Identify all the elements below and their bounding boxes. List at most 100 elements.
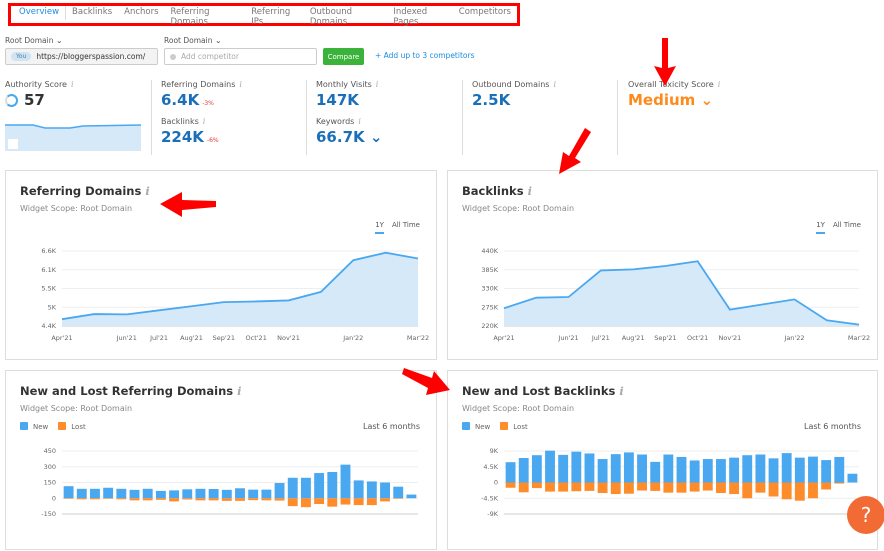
competitor-input[interactable]: Add competitor xyxy=(164,48,317,65)
score-ring-icon xyxy=(5,94,18,107)
divider xyxy=(617,80,618,155)
area-fill xyxy=(504,261,859,326)
root-domain-dropdown[interactable]: Root Domain xyxy=(5,36,62,45)
new-bar xyxy=(782,453,792,482)
tab-referring-ips[interactable]: Referring IPs xyxy=(245,6,304,20)
lost-bar xyxy=(637,483,647,491)
lost-bar xyxy=(795,483,805,501)
info-icon[interactable]: i xyxy=(203,117,206,126)
y-tick-label: 6.6K xyxy=(41,247,56,255)
metric-label: Monthly Visits xyxy=(316,80,372,89)
info-icon[interactable]: i xyxy=(376,80,379,89)
help-button[interactable]: ? xyxy=(847,496,884,534)
info-icon[interactable]: i xyxy=(239,80,242,89)
lost-bar xyxy=(103,498,113,499)
metric-change: -3% xyxy=(202,100,214,107)
lost-bar xyxy=(598,483,608,494)
you-badge: You xyxy=(11,52,31,61)
metric-value[interactable]: 66.7K xyxy=(316,128,365,146)
x-tick-label: Mar'22 xyxy=(848,334,870,342)
metric-value[interactable]: 147K xyxy=(316,91,359,109)
x-tick-label: Jan'22 xyxy=(783,334,804,342)
info-icon[interactable]: i xyxy=(553,80,556,89)
tab-indexed-pages[interactable]: Indexed Pages xyxy=(387,6,452,20)
lost-bar xyxy=(156,498,166,500)
new-bar xyxy=(380,483,390,499)
metric-value[interactable]: 224K xyxy=(161,128,204,146)
tab-anchors[interactable]: Anchors xyxy=(118,6,164,20)
zoom-icon[interactable] xyxy=(8,139,18,149)
tab-outbound-domains[interactable]: Outbound Domains xyxy=(304,6,388,20)
new-bar xyxy=(314,473,324,498)
y-tick-label: 300 xyxy=(44,463,56,471)
domain-input[interactable]: You https://bloggerspassion.com/ xyxy=(5,48,158,65)
chevron-down-icon[interactable]: ⌄ xyxy=(365,128,383,146)
tab-referring-domains[interactable]: Referring Domains xyxy=(165,6,246,20)
y-tick-label: 330K xyxy=(481,285,498,293)
add-competitors-link[interactable]: + Add up to 3 competitors xyxy=(375,51,474,60)
metric-value[interactable]: Medium xyxy=(628,91,695,109)
info-icon[interactable]: i xyxy=(71,80,74,89)
circle-icon xyxy=(170,54,176,60)
new-bar xyxy=(755,455,765,483)
chevron-down-icon[interactable]: ⌄ xyxy=(695,91,713,109)
new-bar xyxy=(182,489,192,498)
x-tick-label: Mar'22 xyxy=(407,334,429,342)
metric-value[interactable]: 6.4K xyxy=(161,91,199,109)
y-tick-label: 0 xyxy=(494,479,498,487)
new-bar xyxy=(222,490,232,498)
y-tick-label: -150 xyxy=(41,510,56,518)
annotation-arrow-icon xyxy=(650,38,680,88)
new-bar xyxy=(156,491,166,498)
info-icon[interactable]: i xyxy=(718,80,721,89)
new-bar xyxy=(558,455,568,483)
new-bar xyxy=(77,489,87,498)
metric-value[interactable]: 2.5K xyxy=(472,91,510,109)
x-tick-label: Aug'21 xyxy=(622,334,645,342)
competitor-scope-dropdown[interactable]: Root Domain xyxy=(164,36,221,45)
new-bar xyxy=(327,472,337,498)
new-bar xyxy=(367,481,377,498)
tab-overview[interactable]: Overview xyxy=(13,6,66,20)
y-tick-label: 6.1K xyxy=(41,266,56,274)
y-tick-label: 440K xyxy=(481,247,498,255)
y-tick-label: 150 xyxy=(44,479,56,487)
lost-bar xyxy=(624,483,634,494)
info-icon[interactable]: i xyxy=(358,117,361,126)
lost-bar xyxy=(729,483,739,495)
y-tick-label: 4.5K xyxy=(483,463,498,471)
new-bar xyxy=(130,490,140,498)
new-bar xyxy=(795,458,805,483)
tab-backlinks[interactable]: Backlinks xyxy=(66,6,118,20)
new-bar xyxy=(650,462,660,483)
x-tick-label: Aug'21 xyxy=(180,334,203,342)
new-bar xyxy=(598,459,608,482)
lost-bar xyxy=(677,483,687,493)
lost-bar xyxy=(143,498,153,500)
lost-bar xyxy=(77,498,87,499)
lost-bar xyxy=(116,498,126,499)
x-tick-label: Jan'22 xyxy=(342,334,363,342)
tab-competitors[interactable]: Competitors xyxy=(453,6,517,20)
lost-bar xyxy=(690,483,700,492)
new-bar xyxy=(834,457,844,483)
lost-bar xyxy=(380,498,390,501)
compare-button[interactable]: Compare xyxy=(323,48,364,65)
lost-bar xyxy=(558,483,568,492)
add-competitors-label: Add up to 3 competitors xyxy=(384,51,475,60)
new-bar xyxy=(196,489,206,498)
new-bar xyxy=(301,478,311,498)
metric-label: Backlinks xyxy=(161,117,199,126)
new-bar xyxy=(742,455,752,482)
lost-bar xyxy=(196,498,206,500)
lost-bar xyxy=(354,498,364,505)
authority-sparkline xyxy=(5,117,141,151)
lost-bar xyxy=(808,483,818,499)
lost-bar xyxy=(519,483,529,493)
lost-bar xyxy=(742,483,752,499)
